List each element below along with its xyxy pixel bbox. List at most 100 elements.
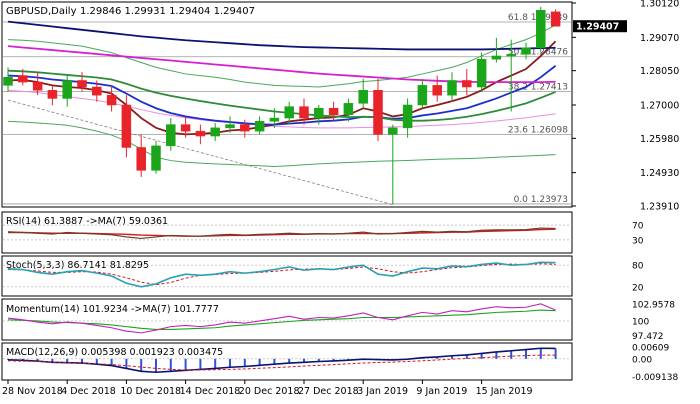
current-price-background [573, 20, 627, 33]
macd-histogram-bar [554, 348, 557, 359]
macd-histogram-bar [465, 354, 468, 359]
date-tick-label: 10 Dec 2018 [120, 386, 181, 397]
stochastic-panel: Stoch(5,3,3) 86.7141 81.8295 80 20 [1, 255, 644, 297]
candle-body [77, 80, 87, 88]
current-price-marker: 1.29407 [573, 20, 627, 33]
macd-histogram-bar [258, 358, 261, 366]
candle-body [254, 121, 265, 132]
indicator-tick-label: 80 [632, 262, 644, 272]
macd-histogram-bar [495, 351, 498, 359]
macd-histogram-bar [184, 358, 187, 371]
current-price-label: 1.29407 [576, 22, 619, 33]
rsi-label: RSI(14) 61.3887 ->MA(7) 59.0361 [6, 216, 168, 227]
candle-body [476, 58, 487, 88]
indicator-tick-label: 100 [632, 317, 649, 327]
candle-body [47, 90, 58, 99]
macd-histogram-bar [510, 350, 513, 359]
macd-histogram-bar [81, 358, 83, 364]
trendline-line [7, 99, 393, 206]
macd-histogram-bar [7, 358, 9, 360]
macd-histogram-bar [332, 358, 335, 361]
moving-average-line [7, 20, 556, 51]
candle-body [284, 106, 294, 119]
price-tick-label: 1.25980 [640, 134, 679, 145]
candle-body [299, 106, 309, 119]
momentum-panel: Momentum(14) 101.9234 ->MA(7) 101.7777 1… [1, 298, 675, 342]
bollinger-band-line [7, 24, 556, 88]
date-tick-label: 27 Dec 2018 [298, 386, 359, 397]
macd-histogram-bar [125, 358, 128, 369]
candle-body [195, 130, 206, 137]
moving-average-line [7, 65, 557, 126]
candle-body [388, 127, 398, 135]
candle-body [18, 75, 28, 83]
macd-histogram-bar [36, 358, 39, 362]
candle-body [447, 80, 457, 96]
candle-body [417, 85, 428, 106]
date-tick-label: 9 Jan 2019 [416, 386, 467, 397]
candle-body [506, 54, 516, 57]
indicator-tick-label: 97.472 [632, 332, 664, 342]
price-tick-label: 1.24930 [640, 168, 679, 179]
indicator-tick-label: -0.009138 [632, 373, 678, 383]
fib-level-label: 23.6 1.26098 [508, 125, 568, 135]
macd-histogram-bar [229, 358, 231, 368]
macd-histogram-bar [110, 358, 113, 366]
momentum-lines [3, 303, 571, 334]
indicator-tick-label: 30 [632, 236, 644, 246]
bollinger-bands [7, 24, 556, 167]
indicator-tick-label: 0.00 [632, 355, 652, 365]
candle-body [106, 94, 117, 106]
macd-signal-line [7, 354, 556, 371]
momentum-label: Momentum(14) 101.9234 ->MA(7) 101.7777 [6, 304, 219, 315]
macd-histogram-bar [214, 358, 217, 369]
candle-body [269, 117, 280, 122]
candle-body [32, 81, 43, 91]
date-tick-label: 4 Dec 2018 [61, 386, 116, 397]
macd-histogram-bar [273, 358, 276, 365]
candle-body [210, 127, 220, 137]
macd-histogram-bar [303, 358, 305, 363]
macd-label: MACD(12,26,9) 0.005398 0.001923 0.003475 [6, 347, 223, 358]
price-tick-label: 1.28050 [640, 66, 679, 77]
momentum-axis: 102.9578 100 97.472 [632, 301, 675, 342]
macd-histogram-bar [480, 353, 483, 359]
bollinger-band-line [7, 120, 556, 167]
macd-histogram-bar [288, 358, 291, 364]
indicator-tick-label: 70 [632, 222, 644, 232]
macd-lines [3, 347, 571, 374]
indicator-tick-label: 102.9578 [632, 301, 675, 311]
candle-body [3, 76, 13, 86]
candle-body [358, 90, 368, 104]
macd-histogram-bar [436, 356, 439, 359]
fib-level-label: 50.0 1.28476 [508, 48, 568, 58]
macd-histogram-bar [140, 358, 143, 372]
fib-level-label: 38.2 1.27413 [508, 82, 568, 92]
candle-body [432, 85, 442, 96]
price-tick-label: 1.30120 [640, 0, 679, 10]
macd-histogram-bar [317, 358, 320, 362]
indicator-tick-label: 20 [632, 283, 644, 293]
momentum-ma-line [7, 309, 556, 331]
price-axis: 1.30120 1.29070 1.28050 1.27000 1.25980 1.249… [572, 0, 679, 213]
momentum-line [7, 303, 556, 334]
rsi-line [7, 227, 556, 240]
trendline [7, 99, 393, 206]
stochastic-lines [3, 261, 571, 288]
candle-body [121, 104, 132, 148]
macd-histogram-bar [243, 358, 246, 367]
candle-body [62, 80, 72, 99]
candle-body [373, 90, 383, 135]
fib-level-label: 0.0 1.23973 [514, 195, 568, 205]
macd-histogram-bar [451, 355, 453, 359]
price-panel: GBPUSD,Daily 1.29846 1.29931 1.29404 1.2… [1, 0, 679, 213]
price-tick-label: 1.29070 [640, 33, 679, 44]
candle-body [240, 124, 250, 132]
candle-body [402, 104, 413, 129]
candle-body [462, 80, 472, 88]
